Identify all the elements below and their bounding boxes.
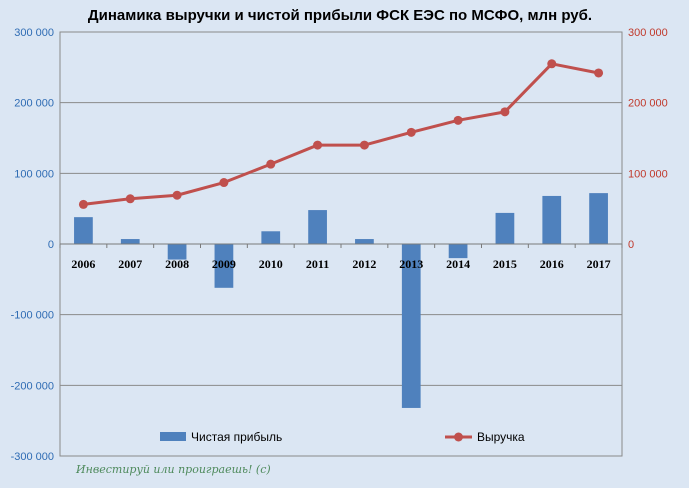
x-tick-label: 2012 [352, 257, 376, 271]
legend: Чистая прибыль Выручка [160, 430, 525, 444]
bar-net-profit [74, 217, 93, 244]
point-revenue [125, 194, 135, 204]
bar-net-profit [448, 244, 468, 259]
x-tick-label: 2009 [212, 257, 236, 271]
left-y-tick-label: 300 000 [14, 27, 54, 39]
point-revenue [453, 115, 463, 125]
bar-net-profit [261, 231, 281, 244]
left-y-tick-label: 100 000 [14, 168, 54, 180]
bar-net-profit [308, 210, 327, 244]
bar-net-profit [120, 239, 140, 244]
x-tick-label: 2010 [259, 257, 283, 271]
point-revenue [172, 190, 182, 200]
left-y-tick-label: 0 [48, 239, 54, 251]
point-revenue [219, 178, 229, 188]
x-tick-label: 2017 [587, 257, 611, 271]
x-tick-label: 2014 [446, 257, 470, 271]
left-y-tick-label: -300 000 [11, 451, 54, 463]
legend-swatch-net-profit [160, 432, 186, 441]
legend-label-revenue: Выручка [477, 430, 525, 444]
right-y-tick-label: 0 [628, 239, 634, 251]
left-y-tick-label: -200 000 [11, 380, 54, 392]
x-tick-label: 2008 [165, 257, 189, 271]
legend-label-net-profit: Чистая прибыль [191, 430, 282, 444]
x-tick-label: 2011 [306, 257, 329, 271]
point-revenue [266, 159, 276, 169]
x-tick-label: 2016 [540, 257, 564, 271]
axes [59, 243, 623, 248]
point-revenue [406, 127, 416, 137]
watermark-text: Инвестируй или проиграешь! (с) [75, 463, 271, 476]
bar-net-profit [495, 212, 515, 244]
bar-net-profit [542, 195, 562, 244]
x-tick-label: 2015 [493, 257, 517, 271]
left-y-tick-label: -100 000 [11, 310, 54, 322]
right-y-tick-label: 300 000 [628, 27, 668, 39]
line-series-revenue [78, 59, 604, 209]
line-revenue [83, 62, 599, 206]
right-y-tick-label: 200 000 [628, 98, 668, 110]
legend-marker-revenue [454, 432, 463, 442]
bar-net-profit [589, 193, 608, 244]
point-revenue [78, 199, 88, 209]
point-revenue [547, 59, 557, 69]
x-tick-label: 2006 [71, 257, 95, 271]
bar-net-profit [401, 244, 421, 408]
chart-title: Динамика выручки и чистой прибыли ФСК ЕЭ… [88, 7, 592, 24]
point-revenue [500, 107, 510, 117]
x-tick-label: 2013 [399, 257, 423, 271]
bar-net-profit [214, 244, 234, 288]
tick-labels: 300 000 200 000 100 000 0 -100 000 -200 000 -3… [11, 27, 668, 463]
bar-net-profit [355, 239, 374, 244]
point-revenue [594, 68, 604, 78]
bar-series-net-profit [74, 193, 608, 408]
point-revenue [359, 140, 369, 150]
x-tick-label: 2007 [118, 257, 142, 271]
point-revenue [313, 140, 323, 150]
left-y-tick-label: 200 000 [14, 98, 54, 110]
bar-net-profit [167, 244, 187, 260]
right-y-tick-label: 100 000 [628, 168, 668, 180]
